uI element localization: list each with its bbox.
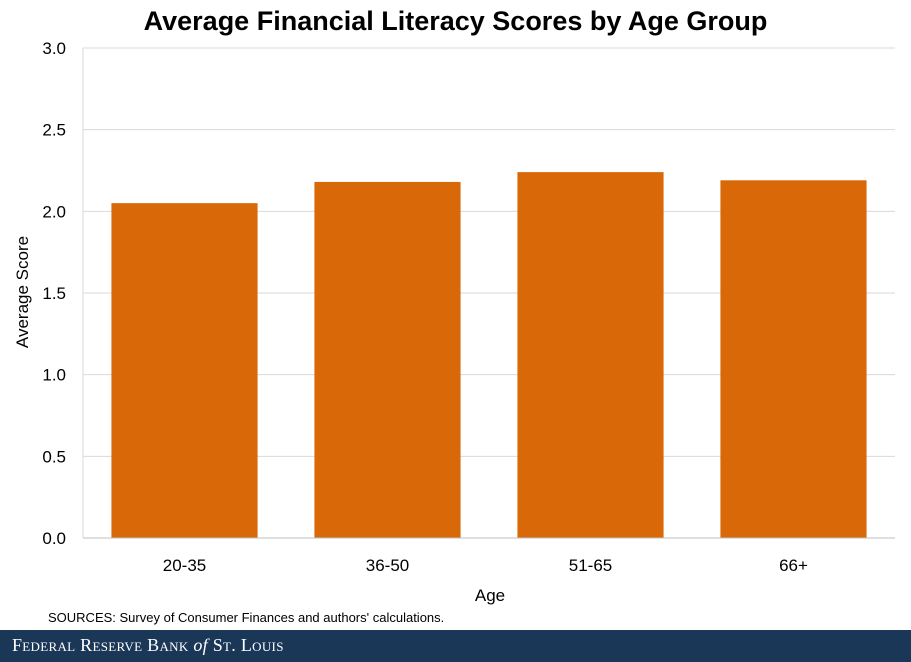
bar-chart: 0.0 0.5 1.0 1.5 2.0 2.5 3.0 20-35 36-50 51-65 66+… <box>13 39 895 605</box>
bars <box>111 172 867 539</box>
y-tick-label: 0.0 <box>42 529 66 548</box>
bar-36-50 <box>314 181 461 538</box>
footer-brand-of: of <box>193 635 208 655</box>
x-tick-label: 20-35 <box>163 556 206 575</box>
y-tick-label: 0.5 <box>42 447 66 466</box>
y-tick-label: 1.0 <box>42 366 66 385</box>
sources-note: SOURCES: Survey of Consumer Finances and… <box>48 610 445 625</box>
footer-brand-part1: Federal Reserve Bank <box>12 635 194 655</box>
x-tick-label: 36-50 <box>366 556 409 575</box>
footer-brand-part2: St. Louis <box>207 635 284 655</box>
y-tick-label: 2.0 <box>42 202 66 221</box>
chart-title: Average Financial Literacy Scores by Age… <box>143 6 768 36</box>
x-tick-label: 66+ <box>779 556 808 575</box>
footer-brand: Federal Reserve Bank of St. Louis <box>12 635 284 656</box>
x-tick-label: 51-65 <box>569 556 612 575</box>
bar-66+ <box>720 180 867 539</box>
y-tick-label: 2.5 <box>42 121 66 140</box>
bar-51-65 <box>517 172 664 538</box>
axes <box>82 48 895 539</box>
y-tick-label: 3.0 <box>42 39 66 58</box>
footer-bar: Federal Reserve Bank of St. Louis <box>0 630 911 662</box>
y-tick-label: 1.5 <box>42 284 66 303</box>
y-axis-title: Average Score <box>13 236 32 348</box>
x-axis-title: Age <box>475 586 505 605</box>
y-tick-labels: 0.0 0.5 1.0 1.5 2.0 2.5 3.0 <box>42 39 66 548</box>
bar-20-35 <box>111 203 258 538</box>
x-tick-labels: 20-35 36-50 51-65 66+ <box>163 556 808 575</box>
